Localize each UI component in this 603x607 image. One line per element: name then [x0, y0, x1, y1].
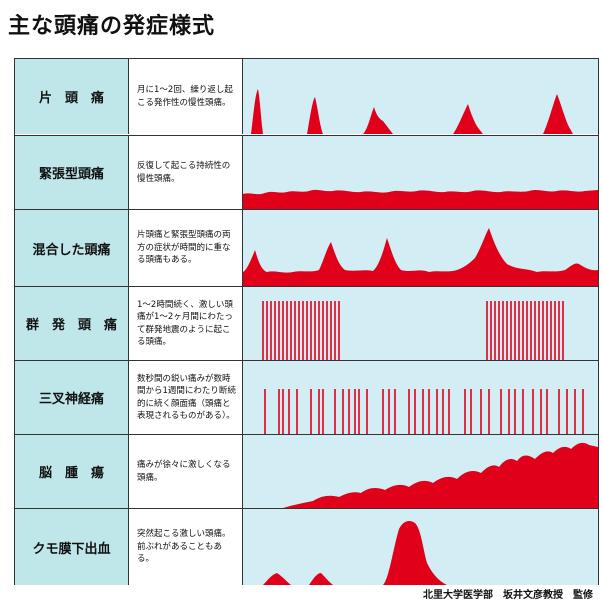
- supervisor-credit: 北里大学医学部 坂井文彦教授 監修: [423, 590, 593, 601]
- row-description-text: 1〜2時間続く、激しい頭痛が1〜2ヶ月間にわたって群発地震のように起こる頭痛。: [137, 299, 233, 348]
- pain-curve-trigeminal-neuralgia: [243, 361, 598, 434]
- row-description-text: 痛みが徐々に激しくなる頭痛。: [137, 460, 231, 483]
- row-subarachnoid-hemorrhage: クモ膜下出血 突然起こる激しい頭痛。前ぶれがあることもある。: [15, 508, 598, 585]
- row-cluster-headache: 群 発 頭 痛 1〜2時間続く、激しい頭痛が1〜2ヶ月間にわたって群発地震のよう…: [15, 286, 598, 360]
- row-description-brain-tumor: 痛みが徐々に激しくなる頭痛。: [129, 435, 243, 508]
- row-description-text: 片頭痛と緊張型頭痛の両方の症状が時間的に重なる頭痛もある。: [137, 230, 231, 266]
- pain-curve-brain-tumor: [243, 435, 598, 508]
- row-description-text: 突然起こる激しい頭痛。前ぶれがあることもある。: [137, 529, 231, 565]
- row-description-mixed-headache: 片頭痛と緊張型頭痛の両方の症状が時間的に重なる頭痛もある。: [129, 210, 243, 286]
- row-description-cluster-headache: 1〜2時間続く、激しい頭痛が1〜2ヶ月間にわたって群発地震のように起こる頭痛。: [129, 287, 243, 360]
- pain-curve-cluster-headache: [243, 287, 598, 360]
- row-migraine: 片 頭 痛 月に1〜2回、繰り返し起こる発作性の慢性頭痛。: [15, 59, 598, 134]
- row-description-text: 数秒間の鋭い痛みが数時間から1週間にわたり断続的に続く顔面痛（頭痛と表現されるも…: [137, 373, 236, 422]
- row-label-cluster-headache: 群 発 頭 痛: [15, 287, 129, 360]
- pain-curve-mixed-headache: [243, 210, 598, 286]
- row-description-migraine: 月に1〜2回、繰り返し起こる発作性の慢性頭痛。: [129, 59, 243, 134]
- row-description-tension-headache: 反復して起こる持続性の慢性頭痛。: [129, 136, 243, 209]
- pain-curve-tension-headache: [243, 136, 598, 209]
- row-description-text: 反復して起こる持続性の慢性頭痛。: [137, 161, 231, 184]
- row-brain-tumor: 脳 腫 瘍 痛みが徐々に激しくなる頭痛。: [15, 434, 598, 508]
- row-label-brain-tumor: 脳 腫 瘍: [15, 435, 129, 508]
- row-tension-headache: 緊張型頭痛 反復して起こる持続性の慢性頭痛。: [15, 135, 598, 209]
- row-description-subarachnoid-hemorrhage: 突然起こる激しい頭痛。前ぶれがあることもある。: [129, 509, 243, 585]
- row-label-tension-headache: 緊張型頭痛: [15, 136, 129, 209]
- row-mixed-headache: 混合した頭痛 片頭痛と緊張型頭痛の両方の症状が時間的に重なる頭痛もある。: [15, 209, 598, 286]
- pain-curve-migraine: [243, 59, 598, 134]
- row-description-trigeminal-neuralgia: 数秒間の鋭い痛みが数時間から1週間にわたり断続的に続く顔面痛（頭痛と表現されるも…: [129, 361, 243, 434]
- row-label-subarachnoid-hemorrhage: クモ膜下出血: [15, 509, 129, 585]
- row-trigeminal-neuralgia: 三叉神経痛 数秒間の鋭い痛みが数時間から1週間にわたり断続的に続く顔面痛（頭痛と…: [15, 360, 598, 434]
- row-label-mixed-headache: 混合した頭痛: [15, 210, 129, 286]
- pain-curve-subarachnoid-hemorrhage: [243, 509, 598, 585]
- row-label-trigeminal-neuralgia: 三叉神経痛: [15, 361, 129, 434]
- row-label-migraine: 片 頭 痛: [15, 59, 129, 134]
- headache-table: 片 頭 痛 月に1〜2回、繰り返し起こる発作性の慢性頭痛。 緊張型頭痛 反復して…: [14, 58, 599, 585]
- page-title: 主な頭痛の発症様式: [8, 14, 216, 39]
- row-description-text: 月に1〜2回、繰り返し起こる発作性の慢性頭痛。: [137, 85, 233, 108]
